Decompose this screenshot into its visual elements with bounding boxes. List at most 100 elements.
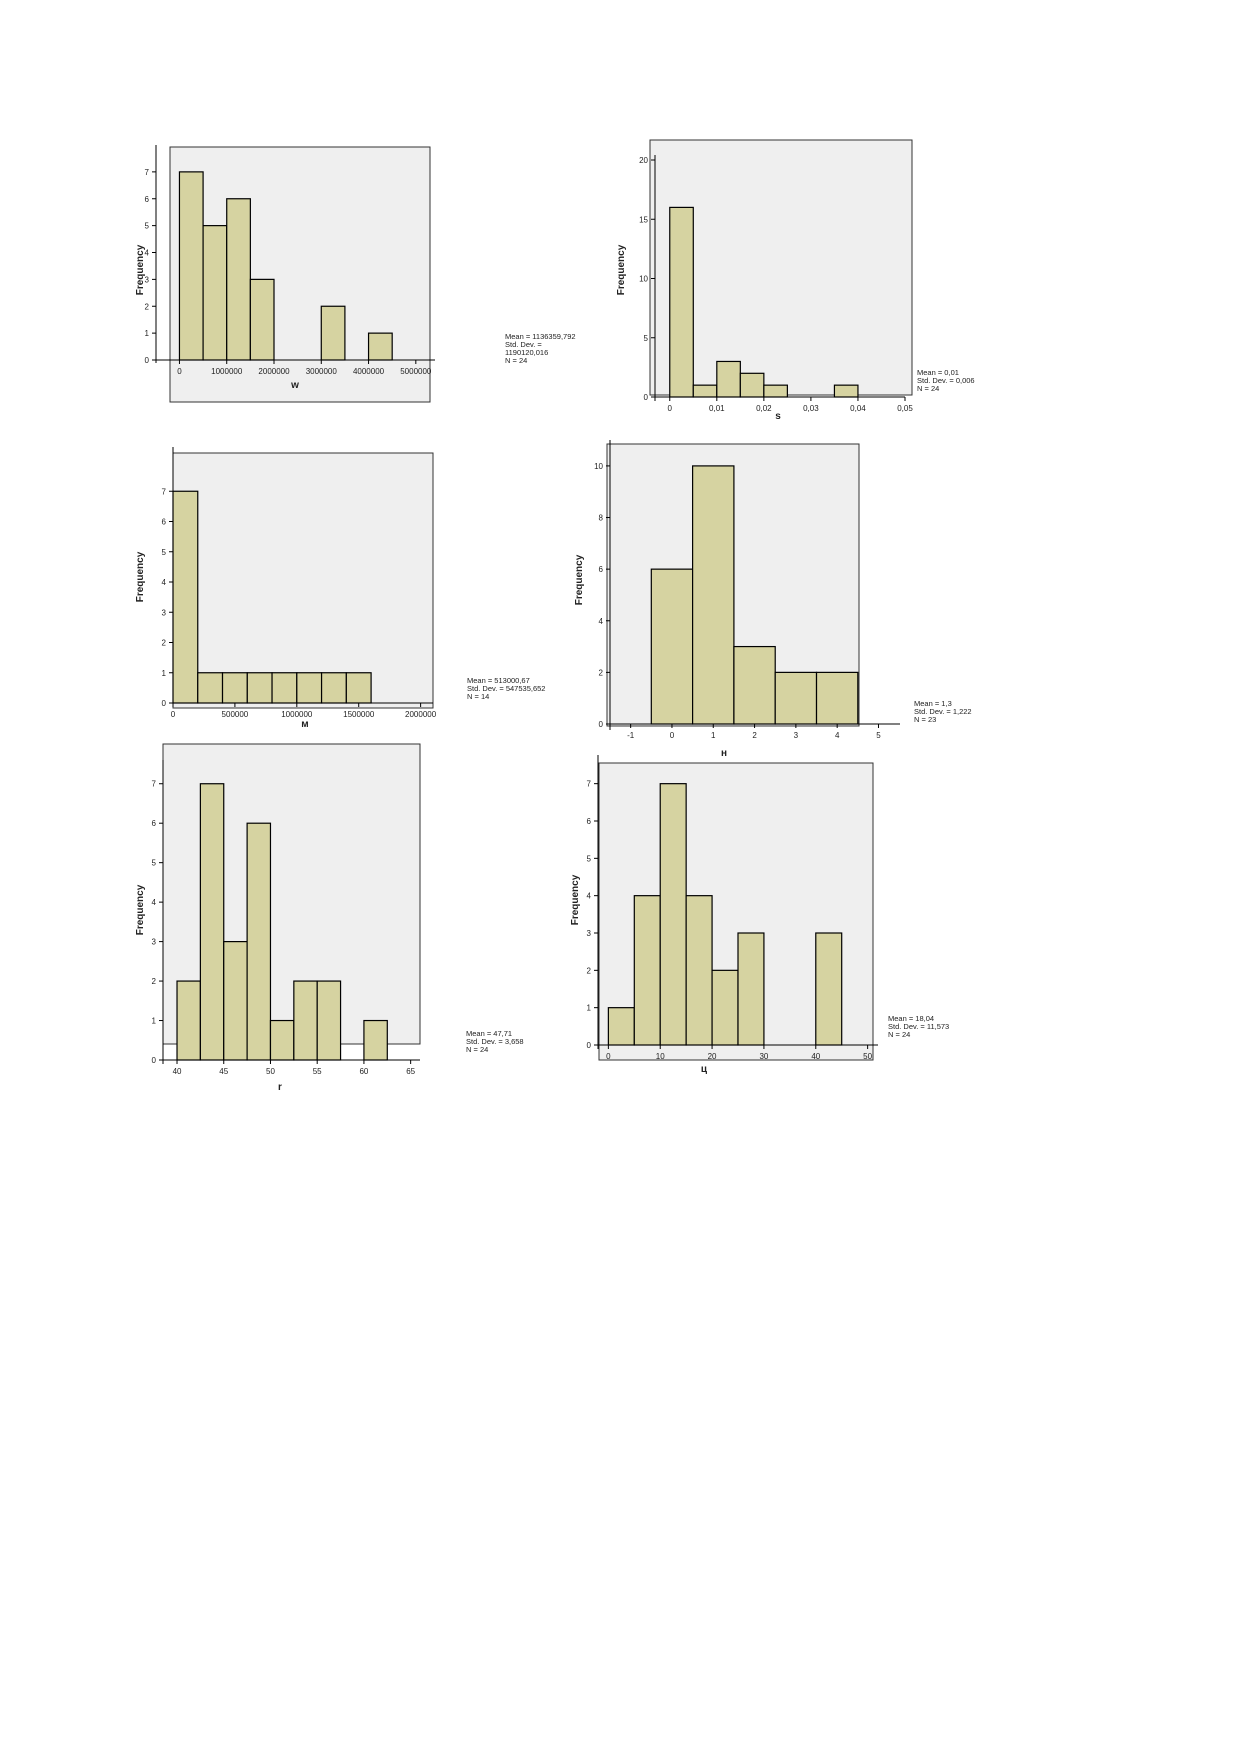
x-ticks: 0 10 20 30 40 50: [606, 1045, 873, 1061]
y-ticks: 0 5 10 15 20: [639, 156, 655, 402]
y-tick-label: 3: [152, 938, 157, 947]
histogram-bar: [711, 969, 739, 1046]
y-tick-label: 3: [145, 275, 150, 284]
y-tick-label: 2: [587, 966, 592, 975]
x-tick-label: 2: [752, 731, 757, 740]
histogram-bar: [249, 278, 275, 361]
histogram-bar: [197, 672, 224, 704]
x-tick-label: 40: [811, 1052, 820, 1061]
histogram-bar: [367, 332, 393, 361]
x-ticks: 0 1000000 2000000 3000000 4000000 5000000: [177, 360, 432, 376]
y-axis-title: Frequency: [574, 554, 585, 605]
histogram-bar: [650, 568, 694, 725]
stats-line: N = 24: [466, 1045, 488, 1054]
stats-line: Std. Dev. = 3,658: [466, 1037, 524, 1046]
x-tick-label: -1: [627, 731, 635, 740]
y-tick-label: 2: [599, 668, 604, 677]
histogram-bar: [815, 932, 843, 1046]
histogram-bar: [607, 1007, 635, 1046]
histogram-bar: [733, 645, 776, 725]
histogram-bar: [320, 305, 346, 361]
x-tick-label: 0,05: [897, 404, 913, 413]
y-tick-label: 6: [162, 518, 167, 527]
x-tick-label: 3: [794, 731, 799, 740]
y-ticks: 0 1 2 3 4 5 6 7: [587, 780, 598, 1050]
y-tick-label: 4: [162, 578, 167, 587]
histogram-bar: [246, 672, 273, 704]
histogram-bar: [692, 465, 735, 725]
histogram-bar: [316, 980, 342, 1061]
x-ticks: 40 45 50 55 60 65: [173, 1060, 416, 1076]
y-axis-title: Frequency: [135, 884, 146, 935]
stats-line: N = 14: [467, 692, 489, 701]
y-tick-label: 20: [639, 156, 648, 165]
histogram-bar: [833, 384, 859, 398]
x-tick-label: 1500000: [343, 710, 375, 719]
y-tick-label: 4: [152, 898, 157, 907]
histogram-c: Frequency 0 1 2 3 4 5 6 7 0 10 20 30 40 50 ц Mean = …: [570, 755, 949, 1075]
x-tick-label: 55: [313, 1067, 322, 1076]
y-tick-label: 0: [145, 356, 150, 365]
x-tick-label: 0: [606, 1052, 611, 1061]
histogram-bar: [815, 671, 859, 725]
y-tick-label: 7: [145, 168, 150, 177]
y-ticks: 0 1 2 3 4 5 6 7: [145, 168, 156, 365]
histogram-bar: [246, 822, 272, 1061]
y-tick-label: 10: [594, 462, 603, 471]
histogram-bar: [363, 1019, 388, 1061]
histogram-bar: [345, 672, 372, 704]
histogram-bar: [202, 225, 228, 361]
y-tick-label: 0: [599, 720, 604, 729]
y-tick-label: 5: [162, 548, 167, 557]
x-tick-label: 4: [835, 731, 840, 740]
stats-line: Mean = 1,3: [914, 699, 952, 708]
x-tick-label: 3000000: [306, 367, 338, 376]
x-axis-title: ц: [701, 1064, 708, 1075]
y-tick-label: 5: [145, 222, 150, 231]
x-tick-label: 50: [266, 1067, 275, 1076]
y-tick-label: 15: [639, 215, 648, 224]
histogram-s: Frequency 0 5 10 15 20 0 0,01 0,02 0,03 0,04 0,05…: [616, 139, 975, 422]
x-tick-label: 5000000: [400, 367, 432, 376]
y-tick-label: 2: [162, 639, 167, 648]
x-tick-label: 0,03: [803, 404, 819, 413]
x-tick-label: 0,02: [756, 404, 772, 413]
stats-line: Mean = 513000,67: [467, 676, 530, 685]
y-tick-label: 1: [162, 669, 167, 678]
histogram-bar: [659, 783, 687, 1046]
histogram-bar: [172, 490, 199, 704]
x-tick-label: 4000000: [353, 367, 385, 376]
x-axis-title: s: [775, 411, 781, 422]
histogram-bar: [774, 671, 818, 725]
stats-line: Mean = 0,01: [917, 368, 959, 377]
x-tick-label: 1000000: [281, 710, 313, 719]
stats-line: Std. Dev. = 0,006: [917, 376, 975, 385]
y-tick-label: 4: [145, 249, 150, 258]
stats-line: Std. Dev. = 11,573: [888, 1022, 949, 1031]
histogram-bar: [269, 1019, 295, 1061]
x-tick-label: 2000000: [258, 367, 290, 376]
y-tick-label: 4: [587, 892, 592, 901]
y-tick-label: 10: [639, 275, 648, 284]
y-tick-label: 2: [145, 302, 150, 311]
x-tick-label: 45: [219, 1067, 228, 1076]
y-tick-label: 0: [162, 699, 167, 708]
x-ticks: 0 0,01 0,02 0,03 0,04 0,05: [668, 397, 913, 413]
stats-line: N = 24: [505, 356, 527, 365]
x-tick-label: 2000000: [405, 710, 437, 719]
stats-line: Mean = 1136359,792: [505, 332, 576, 341]
x-axis-title: r: [278, 1082, 282, 1093]
x-tick-label: 60: [359, 1067, 368, 1076]
x-tick-label: 65: [406, 1067, 415, 1076]
histogram-bar: [763, 384, 788, 398]
x-tick-label: 50: [863, 1052, 872, 1061]
y-ticks: 0 2 4 6 8 10: [594, 462, 610, 729]
bars-group: [178, 171, 393, 361]
histogram-m: Frequency 0 1 2 3 4 5 6 7 0 500000 1000000 1500000…: [135, 447, 545, 730]
y-tick-label: 8: [599, 514, 604, 523]
y-tick-label: 2: [152, 977, 157, 986]
y-tick-label: 6: [152, 819, 157, 828]
x-tick-label: 0,01: [709, 404, 725, 413]
y-axis-title: Frequency: [135, 244, 146, 295]
y-tick-label: 3: [587, 929, 592, 938]
